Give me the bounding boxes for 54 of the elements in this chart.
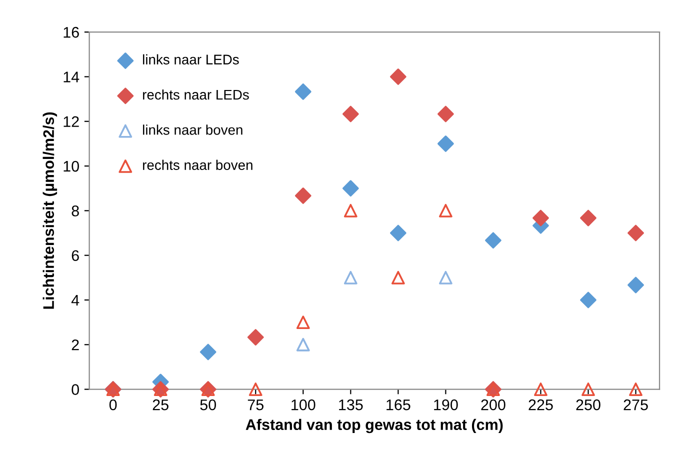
point bbox=[296, 338, 310, 352]
point bbox=[628, 276, 644, 294]
point bbox=[438, 136, 454, 152]
x-tick-label: 50 bbox=[200, 399, 216, 410]
point bbox=[629, 382, 642, 396]
x-tick-label: 165 bbox=[386, 399, 410, 410]
point bbox=[200, 344, 216, 360]
legend-label: rechts naar boven bbox=[143, 160, 252, 170]
x-axis-title: Afstand van top gewas tot mat (cm) bbox=[246, 418, 503, 434]
y-tick-label: 0 bbox=[72, 384, 79, 395]
point bbox=[438, 106, 454, 122]
point bbox=[344, 204, 358, 218]
point bbox=[342, 180, 359, 197]
point bbox=[580, 210, 596, 226]
point bbox=[248, 382, 262, 396]
y-tick-label: 8 bbox=[72, 206, 79, 216]
x-tick-label: 275 bbox=[624, 399, 648, 410]
point bbox=[294, 83, 312, 100]
point bbox=[390, 68, 406, 85]
point bbox=[628, 224, 644, 242]
y-tick-label: 4 bbox=[71, 295, 80, 306]
y-tick-label: 14 bbox=[64, 72, 80, 82]
legend-label: rechts naar LEDs bbox=[143, 89, 249, 100]
point bbox=[247, 329, 264, 346]
x-tick-label: 225 bbox=[528, 399, 553, 410]
point bbox=[534, 382, 548, 396]
y-tick-label: 12 bbox=[64, 116, 79, 127]
point bbox=[532, 210, 549, 226]
point bbox=[580, 292, 596, 308]
y-tick-label: 6 bbox=[72, 250, 79, 262]
y-tick-label: 16 bbox=[64, 26, 79, 38]
point bbox=[294, 188, 312, 204]
x-tick-label: 250 bbox=[576, 399, 600, 410]
point bbox=[390, 224, 406, 242]
point bbox=[485, 232, 502, 249]
point bbox=[344, 270, 358, 284]
legend-label: links naar LEDs bbox=[143, 54, 239, 64]
y-tick-label: 10 bbox=[64, 160, 79, 172]
x-tick-label: 190 bbox=[434, 399, 458, 410]
legend-label: links naar boven bbox=[143, 124, 242, 135]
y-axis-title: Lichtintensiteit (µmol/m2/s) bbox=[42, 112, 58, 309]
point bbox=[342, 106, 359, 122]
x-tick-label: 25 bbox=[152, 399, 168, 410]
point bbox=[391, 270, 405, 284]
point bbox=[438, 270, 452, 284]
point bbox=[296, 316, 310, 330]
x-tick-label: 135 bbox=[339, 399, 363, 410]
x-tick-label: 200 bbox=[481, 399, 506, 410]
x-tick-label: 0 bbox=[109, 399, 117, 410]
y-tick-label: 2 bbox=[72, 340, 79, 350]
point bbox=[438, 204, 452, 218]
x-tick-label: 100 bbox=[292, 399, 316, 410]
x-tick-label: 75 bbox=[248, 400, 264, 410]
point bbox=[582, 382, 595, 396]
